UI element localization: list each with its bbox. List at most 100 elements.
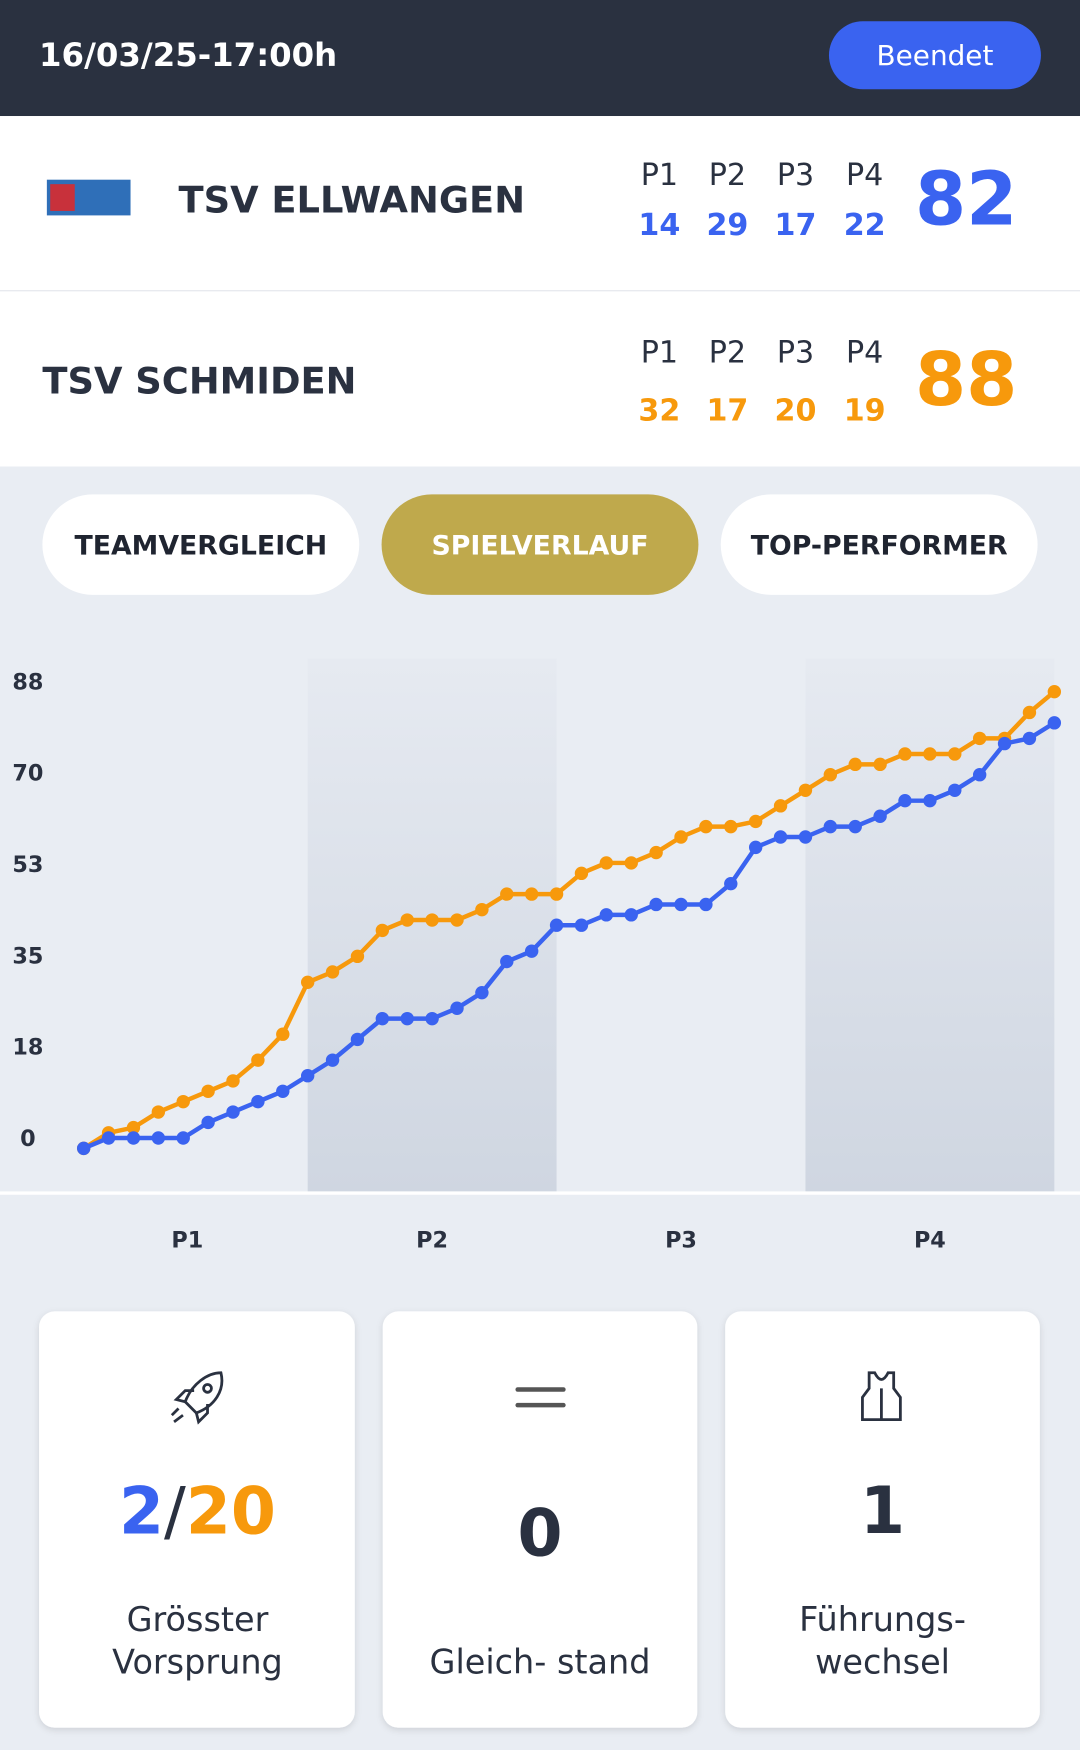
status-button[interactable] (828, 21, 1041, 90)
data-point (923, 747, 937, 761)
data-point (599, 856, 614, 870)
equals-icon (515, 1387, 566, 1408)
data-point (674, 830, 688, 844)
y-tick-label: 53 (12, 852, 43, 878)
data-point (748, 814, 763, 829)
stat-away: 20 (186, 1474, 276, 1549)
period-score: 17 (775, 208, 817, 243)
period-label: P2 (709, 158, 746, 193)
data-point (176, 1094, 190, 1109)
series-line (82, 689, 1056, 1151)
tab[interactable] (720, 494, 1038, 595)
data-point (375, 923, 390, 938)
period-score: 14 (638, 208, 680, 243)
data-point (948, 747, 962, 761)
period-label: P3 (777, 158, 814, 193)
stat-value: 1 (860, 1474, 905, 1549)
y-tick-label: 0 (20, 1126, 36, 1152)
period-label: P1 (641, 158, 678, 193)
data-point (997, 736, 1012, 751)
period-band (805, 658, 1055, 1192)
data-point (798, 830, 813, 844)
stat-value: 2/20 (119, 1474, 276, 1549)
data-point (375, 1011, 390, 1026)
data-point (574, 866, 589, 881)
data-point (276, 1027, 290, 1041)
x-period-label: P3 (665, 1228, 697, 1254)
tab-label: SPIELVERLAUF (431, 530, 648, 561)
period-score: 17 (706, 393, 748, 428)
data-point (699, 819, 713, 834)
y-tick-label: 88 (12, 669, 43, 695)
status-label: Beendet (877, 39, 994, 72)
team-row (0, 116, 1080, 291)
data-point (624, 856, 638, 870)
y-tick-label: 35 (12, 943, 43, 969)
data-point (724, 819, 738, 834)
data-point (475, 985, 489, 1000)
stat-card (39, 1311, 355, 1728)
period-label: P2 (709, 335, 746, 370)
total-score: 82 (915, 157, 1017, 242)
data-point (898, 747, 912, 761)
data-point (151, 1105, 166, 1119)
data-point (649, 845, 663, 860)
data-point (425, 913, 439, 927)
data-point (76, 1141, 91, 1156)
data-point (574, 918, 589, 932)
data-point (226, 1074, 240, 1088)
data-point (549, 918, 564, 932)
tab-active[interactable] (381, 494, 699, 595)
total-score: 88 (915, 338, 1017, 423)
data-point (1022, 731, 1037, 746)
data-point (972, 768, 987, 782)
series-line (82, 720, 1056, 1151)
data-point (1047, 684, 1062, 699)
data-point (873, 809, 887, 823)
data-point (251, 1094, 265, 1109)
data-point (151, 1131, 166, 1145)
data-point (276, 1084, 290, 1098)
data-point (524, 887, 539, 901)
data-point (624, 908, 638, 922)
data-point (176, 1131, 190, 1145)
data-point (300, 975, 315, 990)
stat-label: Grösster (127, 1600, 269, 1639)
data-point (599, 908, 614, 922)
data-point (724, 877, 738, 891)
team-row (0, 291, 1080, 467)
data-point (798, 783, 813, 797)
tab-label: TEAMVERGLEICH (74, 530, 327, 561)
data-point (201, 1084, 215, 1098)
data-point (500, 954, 514, 969)
stat-card (382, 1311, 698, 1728)
data-point (475, 902, 489, 917)
data-point (848, 819, 862, 834)
team-name: TSV SCHMIDEN (42, 359, 356, 402)
stat-label: wechsel (815, 1643, 950, 1682)
data-point (549, 887, 564, 901)
x-period-label: P2 (416, 1228, 448, 1254)
data-point (773, 799, 788, 813)
data-point (425, 1011, 439, 1026)
data-point (1047, 716, 1062, 730)
data-point (823, 768, 838, 782)
period-label: P4 (846, 335, 883, 370)
data-point (201, 1115, 215, 1130)
tab[interactable] (42, 494, 360, 595)
data-point (325, 1053, 340, 1067)
y-tick-label: 18 (12, 1035, 43, 1061)
period-label: P3 (777, 335, 814, 370)
data-point (972, 731, 987, 746)
stat-separator: / (164, 1474, 186, 1549)
data-point (450, 1001, 464, 1015)
period-score: 19 (844, 393, 886, 428)
data-point (450, 913, 464, 927)
data-point (126, 1131, 141, 1145)
team-name: TSV ELLWANGEN (179, 179, 526, 222)
data-point (524, 944, 539, 958)
data-point (699, 897, 713, 912)
data-point (848, 757, 862, 772)
data-point (873, 757, 887, 772)
